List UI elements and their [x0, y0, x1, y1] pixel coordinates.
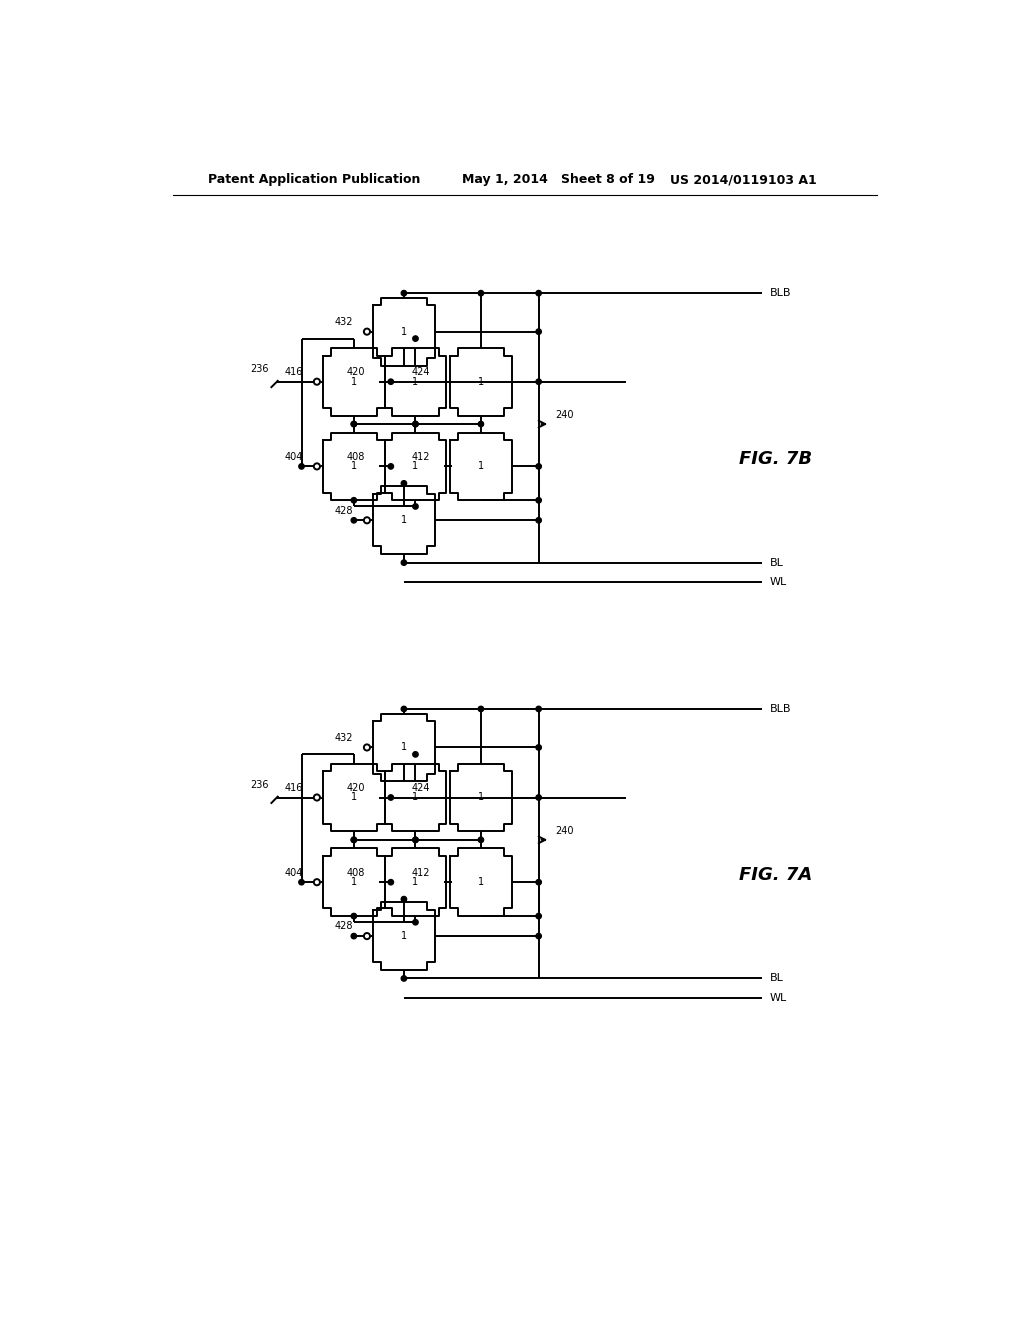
Text: 416: 416	[285, 783, 303, 793]
Text: 404: 404	[285, 451, 303, 462]
Text: Patent Application Publication: Patent Application Publication	[208, 173, 420, 186]
Text: 412: 412	[412, 867, 430, 878]
Text: 1: 1	[413, 462, 419, 471]
Text: 428: 428	[335, 506, 353, 516]
Text: US 2014/0119103 A1: US 2014/0119103 A1	[670, 173, 816, 186]
Circle shape	[536, 913, 542, 919]
Circle shape	[413, 837, 418, 842]
Circle shape	[364, 933, 370, 940]
Circle shape	[364, 744, 370, 751]
Text: WL: WL	[770, 993, 786, 1003]
Circle shape	[351, 933, 356, 939]
Circle shape	[351, 517, 356, 523]
Circle shape	[313, 463, 319, 470]
Text: 1: 1	[351, 376, 357, 387]
Circle shape	[388, 795, 393, 800]
Text: 416: 416	[285, 367, 303, 378]
Circle shape	[388, 379, 393, 384]
Circle shape	[299, 879, 304, 884]
Text: BLB: BLB	[770, 288, 792, 298]
Text: 1: 1	[478, 878, 484, 887]
Text: 1: 1	[413, 878, 419, 887]
Circle shape	[401, 896, 407, 902]
Circle shape	[313, 379, 319, 385]
Text: WL: WL	[770, 577, 786, 587]
Circle shape	[413, 504, 418, 510]
Circle shape	[401, 290, 407, 296]
Circle shape	[351, 837, 356, 842]
Circle shape	[536, 744, 542, 750]
Circle shape	[536, 933, 542, 939]
Text: 420: 420	[346, 367, 365, 378]
Circle shape	[413, 335, 418, 342]
Text: FIG. 7B: FIG. 7B	[739, 450, 812, 467]
Text: 1: 1	[478, 376, 484, 387]
Circle shape	[388, 879, 393, 884]
Circle shape	[413, 837, 418, 842]
Circle shape	[478, 290, 483, 296]
Circle shape	[351, 421, 356, 426]
Text: 432: 432	[335, 733, 353, 743]
Circle shape	[299, 463, 304, 469]
Circle shape	[478, 837, 483, 842]
Circle shape	[413, 421, 418, 426]
Circle shape	[536, 879, 542, 884]
Text: 404: 404	[285, 867, 303, 878]
Circle shape	[364, 329, 370, 335]
Text: FIG. 7A: FIG. 7A	[739, 866, 812, 883]
Circle shape	[388, 463, 393, 469]
Text: 424: 424	[412, 367, 430, 378]
Text: 1: 1	[400, 931, 407, 941]
Text: 240: 240	[556, 825, 574, 836]
Text: 1: 1	[413, 792, 419, 803]
Text: 1: 1	[478, 792, 484, 803]
Circle shape	[351, 498, 356, 503]
Circle shape	[536, 379, 542, 384]
Circle shape	[536, 329, 542, 334]
Circle shape	[351, 913, 356, 919]
Circle shape	[413, 751, 418, 758]
Text: 1: 1	[400, 515, 407, 525]
Text: May 1, 2014   Sheet 8 of 19: May 1, 2014 Sheet 8 of 19	[462, 173, 654, 186]
Text: 428: 428	[335, 921, 353, 932]
Circle shape	[413, 920, 418, 925]
Text: BL: BL	[770, 973, 783, 983]
Text: 1: 1	[400, 742, 407, 752]
Text: 1: 1	[351, 792, 357, 803]
Circle shape	[413, 421, 418, 426]
Circle shape	[313, 795, 319, 800]
Text: 236: 236	[251, 780, 269, 789]
Circle shape	[401, 975, 407, 981]
Text: 1: 1	[478, 462, 484, 471]
Text: 424: 424	[412, 783, 430, 793]
Circle shape	[536, 498, 542, 503]
Text: 1: 1	[400, 326, 407, 337]
Text: 412: 412	[412, 451, 430, 462]
Circle shape	[364, 517, 370, 524]
Circle shape	[351, 421, 356, 426]
Circle shape	[536, 706, 542, 711]
Circle shape	[401, 560, 407, 565]
Circle shape	[536, 290, 542, 296]
Circle shape	[478, 706, 483, 711]
Text: 1: 1	[413, 376, 419, 387]
Text: BLB: BLB	[770, 704, 792, 714]
Text: 236: 236	[251, 364, 269, 374]
Circle shape	[313, 879, 319, 886]
Text: BL: BL	[770, 557, 783, 568]
Text: 1: 1	[351, 878, 357, 887]
Text: 408: 408	[346, 867, 365, 878]
Circle shape	[401, 706, 407, 711]
Circle shape	[536, 517, 542, 523]
Circle shape	[536, 795, 542, 800]
Text: 432: 432	[335, 317, 353, 327]
Circle shape	[478, 421, 483, 426]
Circle shape	[536, 463, 542, 469]
Circle shape	[351, 837, 356, 842]
Text: 420: 420	[346, 783, 365, 793]
Text: 1: 1	[351, 462, 357, 471]
Circle shape	[401, 480, 407, 486]
Text: 408: 408	[346, 451, 365, 462]
Text: 240: 240	[556, 409, 574, 420]
